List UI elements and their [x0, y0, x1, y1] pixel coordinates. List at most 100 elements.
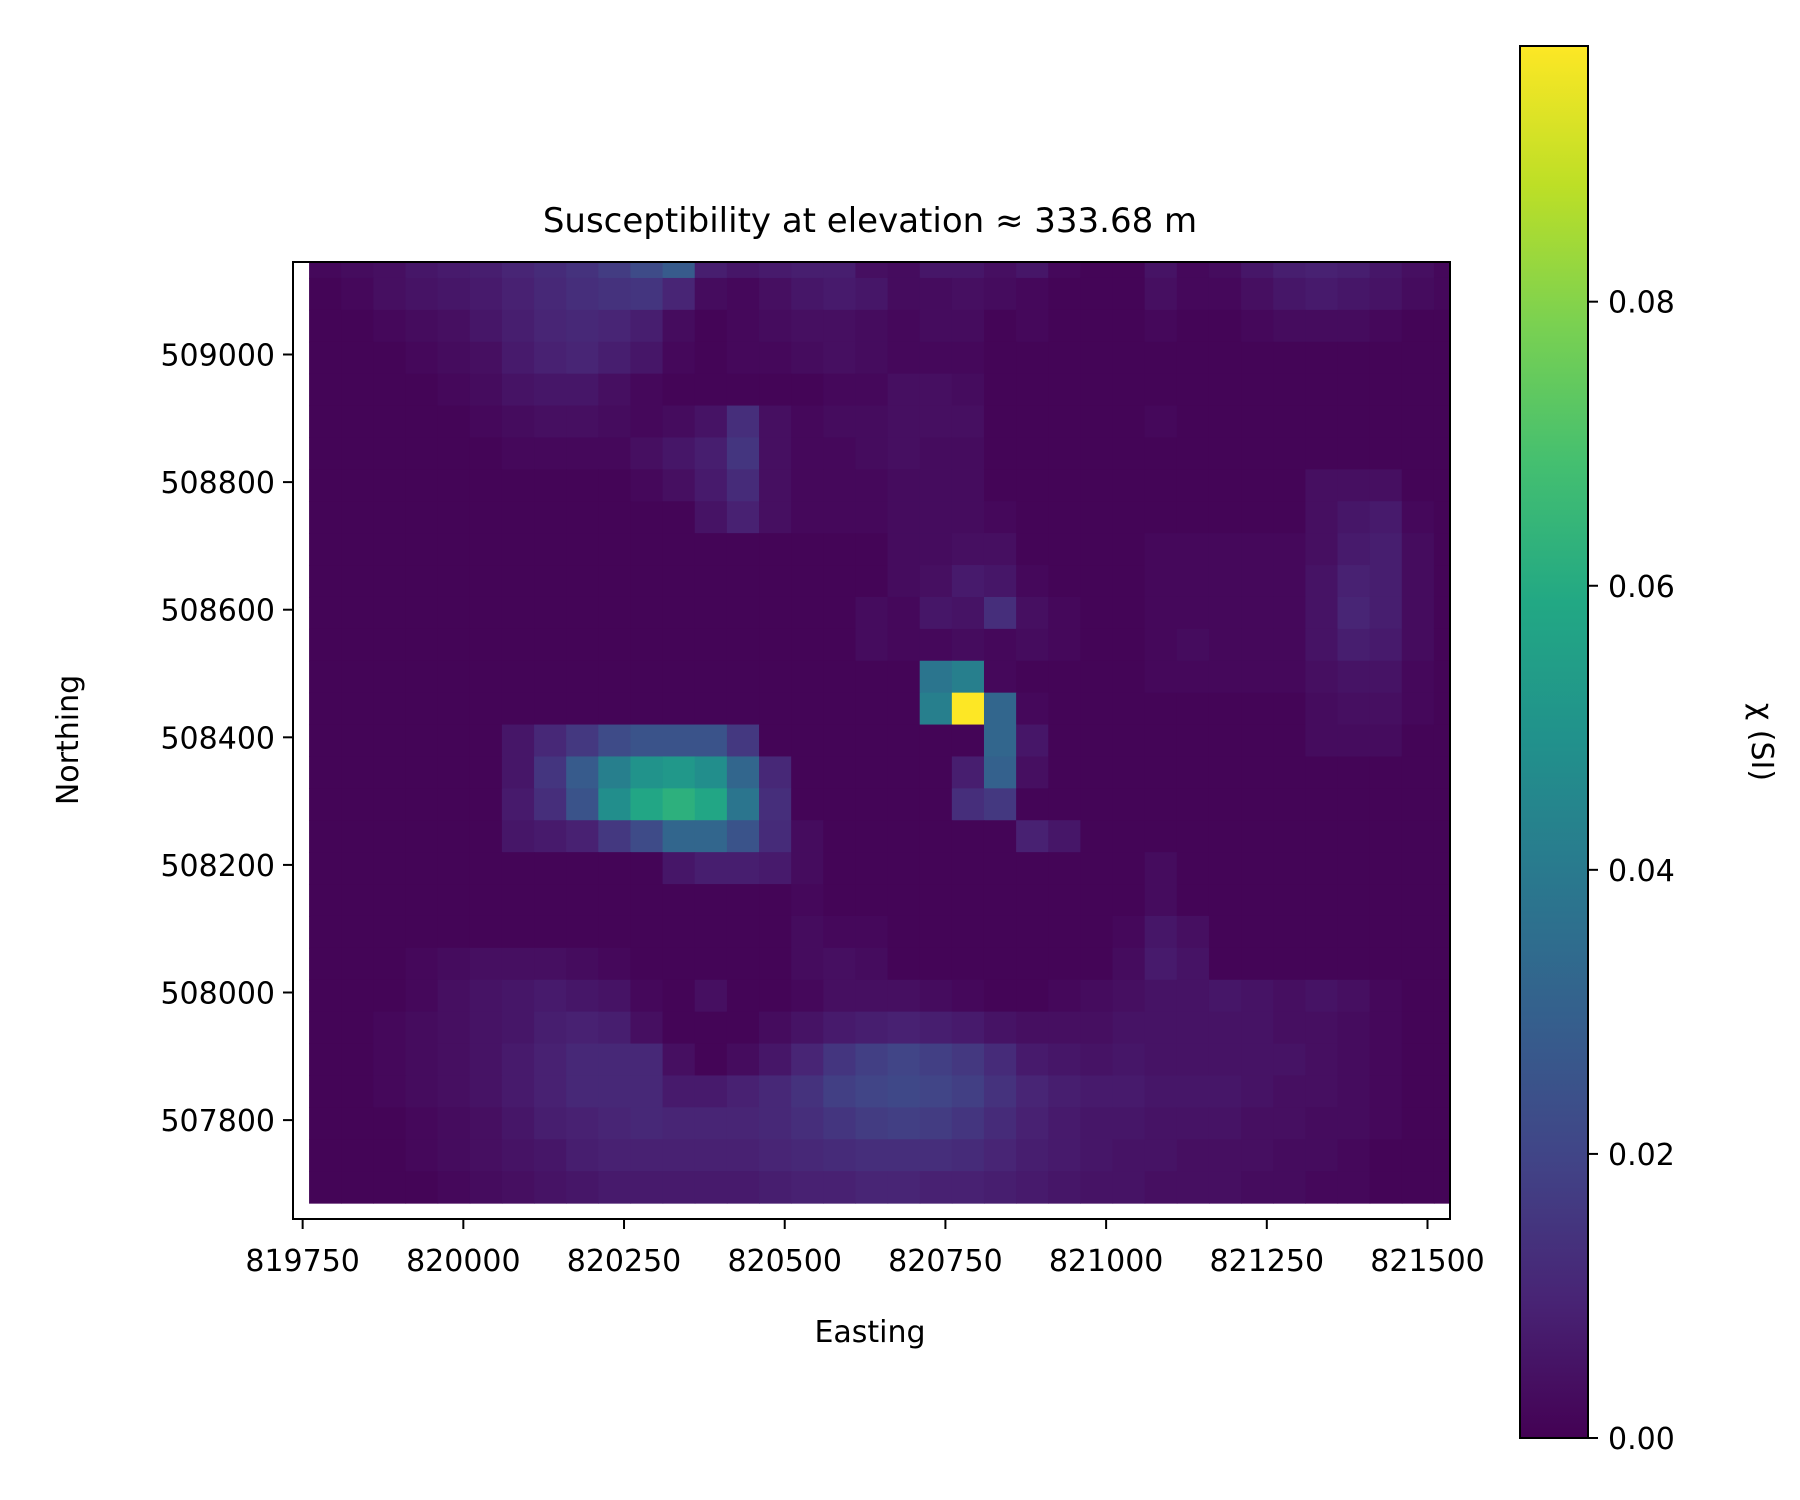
heatmap-cell — [1273, 373, 1306, 407]
heatmap-cell — [1016, 309, 1049, 343]
heatmap-cell — [1369, 1171, 1403, 1204]
heatmap-cell — [1241, 1107, 1274, 1140]
heatmap-cell — [341, 628, 374, 662]
heatmap-cell — [1208, 1075, 1242, 1108]
heatmap-cell — [341, 915, 374, 949]
heatmap-cell — [1337, 660, 1371, 694]
heatmap-cell — [759, 309, 792, 343]
heatmap-cell — [534, 596, 567, 630]
heatmap-cell — [855, 692, 889, 726]
heatmap-cell — [630, 1107, 664, 1140]
heatmap-cell — [405, 596, 439, 630]
heatmap-cell — [726, 788, 760, 821]
heatmap-cell — [1048, 756, 1082, 789]
heatmap-cell — [887, 437, 921, 470]
heatmap-cell — [823, 469, 857, 502]
heatmap-cell — [1401, 309, 1435, 343]
heatmap-cell — [662, 1107, 696, 1140]
heatmap-cell — [951, 756, 985, 789]
heatmap-cell — [726, 262, 760, 279]
heatmap-cell — [1337, 724, 1371, 758]
heatmap-cell — [1241, 533, 1274, 566]
heatmap-cell — [1305, 979, 1339, 1013]
heatmap-cell — [1337, 596, 1371, 630]
heatmap-cell — [1337, 692, 1371, 726]
heatmap-cell — [373, 1139, 407, 1172]
heatmap-cell — [469, 692, 503, 726]
heatmap-cell — [1080, 469, 1114, 502]
heatmap-cell — [1080, 277, 1114, 311]
heatmap-cell — [1433, 1107, 1451, 1140]
heatmap-cell — [501, 724, 535, 758]
heatmap-cell — [1369, 437, 1403, 470]
heatmap-cell — [1016, 501, 1049, 534]
heatmap-cell — [1401, 1075, 1435, 1108]
heatmap-cell — [726, 1011, 760, 1045]
heatmap-cell — [919, 469, 953, 502]
heatmap-cell — [1337, 405, 1371, 439]
heatmap-cell — [662, 884, 696, 917]
heatmap-cell — [759, 262, 792, 279]
heatmap-cell — [437, 915, 471, 949]
heatmap-cell — [823, 1171, 857, 1204]
heatmap-cell — [1401, 979, 1435, 1013]
heatmap-cell — [1016, 660, 1049, 694]
heatmap-cell — [951, 469, 985, 502]
heatmap-cell — [501, 1075, 535, 1108]
heatmap-cell — [405, 788, 439, 821]
heatmap-cell — [1112, 979, 1146, 1013]
heatmap-cell — [791, 628, 824, 662]
heatmap-cell — [1337, 437, 1371, 470]
heatmap-cell — [983, 596, 1017, 630]
heatmap-cell — [1080, 1107, 1114, 1140]
heatmap-cell — [1048, 596, 1082, 630]
heatmap-cell — [919, 565, 953, 598]
heatmap-cell — [1112, 1107, 1146, 1140]
heatmap-cell — [1144, 628, 1178, 662]
heatmap-cell — [726, 341, 760, 375]
heatmap-cell — [694, 788, 728, 821]
heatmap-cell — [662, 852, 696, 885]
heatmap-cell — [1305, 1011, 1339, 1045]
heatmap-cell — [1048, 262, 1082, 279]
heatmap-cell — [566, 1171, 599, 1204]
heatmap-cell — [373, 947, 407, 981]
heatmap-cell — [405, 724, 439, 758]
heatmap-cell — [373, 262, 407, 279]
heatmap-cell — [1176, 1043, 1210, 1077]
heatmap-cell — [1273, 788, 1306, 821]
heatmap-cell — [1241, 660, 1274, 694]
heatmap-cell — [694, 1139, 728, 1172]
heatmap-cell — [1016, 756, 1049, 789]
heatmap-cell — [469, 1107, 503, 1140]
heatmap-cell — [630, 1171, 664, 1204]
heatmap-cell — [1176, 979, 1210, 1013]
heatmap-cell — [662, 788, 696, 821]
heatmap-cell — [630, 1075, 664, 1108]
heatmap-cell — [855, 533, 889, 566]
heatmap-cell — [469, 469, 503, 502]
heatmap-cell — [534, 1043, 567, 1077]
heatmap-cell — [1241, 756, 1274, 789]
heatmap-cell — [1433, 788, 1451, 821]
heatmap-cell — [469, 852, 503, 885]
heatmap-cell — [534, 405, 567, 439]
heatmap-cell — [1144, 277, 1178, 311]
heatmap-cell — [1401, 277, 1435, 311]
heatmap-cell — [501, 405, 535, 439]
heatmap-cell — [469, 947, 503, 981]
heatmap-cell — [1048, 628, 1082, 662]
heatmap-cell — [1337, 947, 1371, 981]
heatmap-cell — [759, 788, 792, 821]
heatmap-cell — [951, 820, 985, 853]
heatmap-cell — [951, 1171, 985, 1204]
heatmap-cell — [1176, 756, 1210, 789]
heatmap-cell — [1080, 820, 1114, 853]
heatmap-cell — [598, 277, 632, 311]
heatmap-cell — [1144, 947, 1178, 981]
heatmap-cell — [1433, 262, 1451, 279]
heatmap-cell — [791, 1139, 824, 1172]
heatmap-cell — [951, 852, 985, 885]
heatmap-cell — [373, 277, 407, 311]
heatmap-cell — [823, 501, 857, 534]
